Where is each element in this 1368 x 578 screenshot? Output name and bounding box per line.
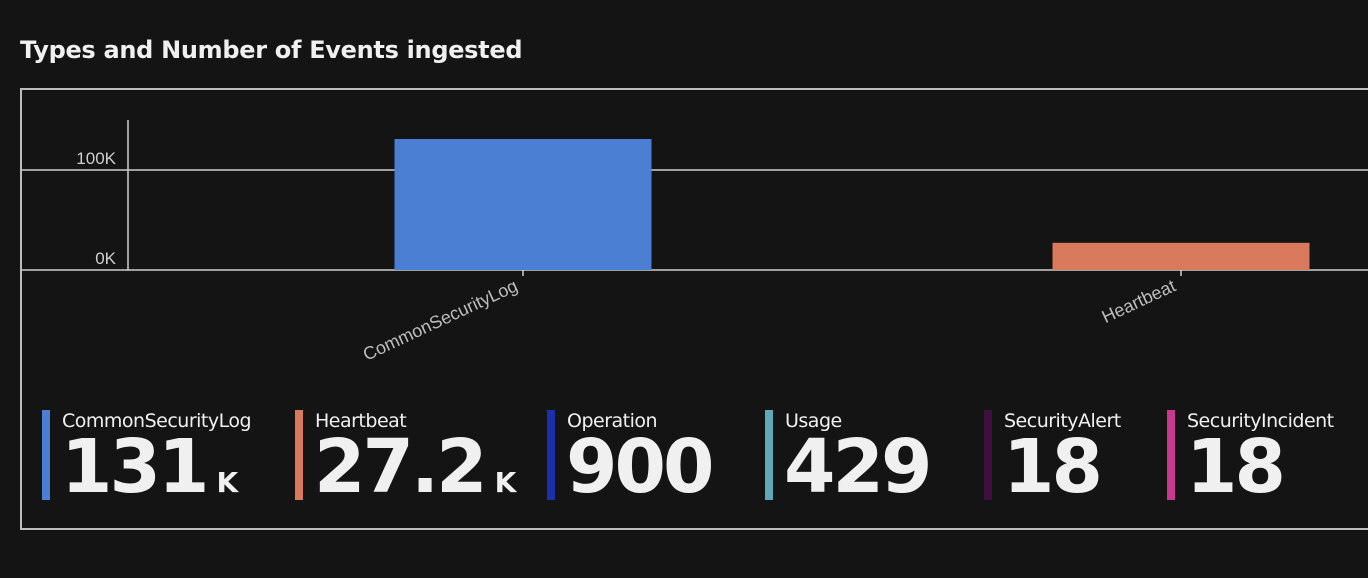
legend-tile-value: 131 K xyxy=(61,424,239,510)
bar-commonsecuritylog xyxy=(394,139,652,270)
legend-tile-label: SecurityIncident xyxy=(1187,410,1334,432)
legend-tile-value: 429 xyxy=(784,424,932,510)
legend-tile-value: 18 xyxy=(1003,424,1103,510)
legend-color-bar xyxy=(984,410,992,500)
legend-tile-label: CommonSecurityLog xyxy=(62,410,252,432)
legend-tile-label: Usage xyxy=(785,410,842,432)
legend-tile-label: Heartbeat xyxy=(315,410,407,432)
x-tick-label: Heartbeat xyxy=(1099,275,1179,327)
legend-color-bar xyxy=(547,410,555,500)
legend-tile-unit: K xyxy=(494,466,517,499)
legend-color-bar xyxy=(765,410,773,500)
y-tick-label: 0K xyxy=(95,249,116,268)
x-tick-label: CommonSecurityLog xyxy=(360,275,521,364)
legend-tile-unit: K xyxy=(216,466,239,499)
legend-color-bar xyxy=(1167,410,1175,500)
legend-tile-value: 18 xyxy=(1186,424,1286,510)
legend-tiles: CommonSecurityLog 131 K Heartbeat 27.2 K O… xyxy=(0,408,1368,518)
legend-color-bar xyxy=(42,410,50,500)
y-tick-label: 100K xyxy=(76,149,116,168)
bar-chart: 0K 100K CommonSecurityLog Heartbeat xyxy=(22,120,1368,365)
legend-tile-label: SecurityAlert xyxy=(1004,410,1121,432)
page-title: Types and Number of Events ingested xyxy=(20,36,523,64)
legend-tile-label: Operation xyxy=(567,410,658,432)
bar-heartbeat xyxy=(1052,242,1310,270)
chart-panel xyxy=(20,88,1368,530)
legend-tile-value: 27.2 K xyxy=(314,424,517,510)
legend-color-bar xyxy=(295,410,303,500)
legend-tile-value: 900 xyxy=(566,424,714,510)
